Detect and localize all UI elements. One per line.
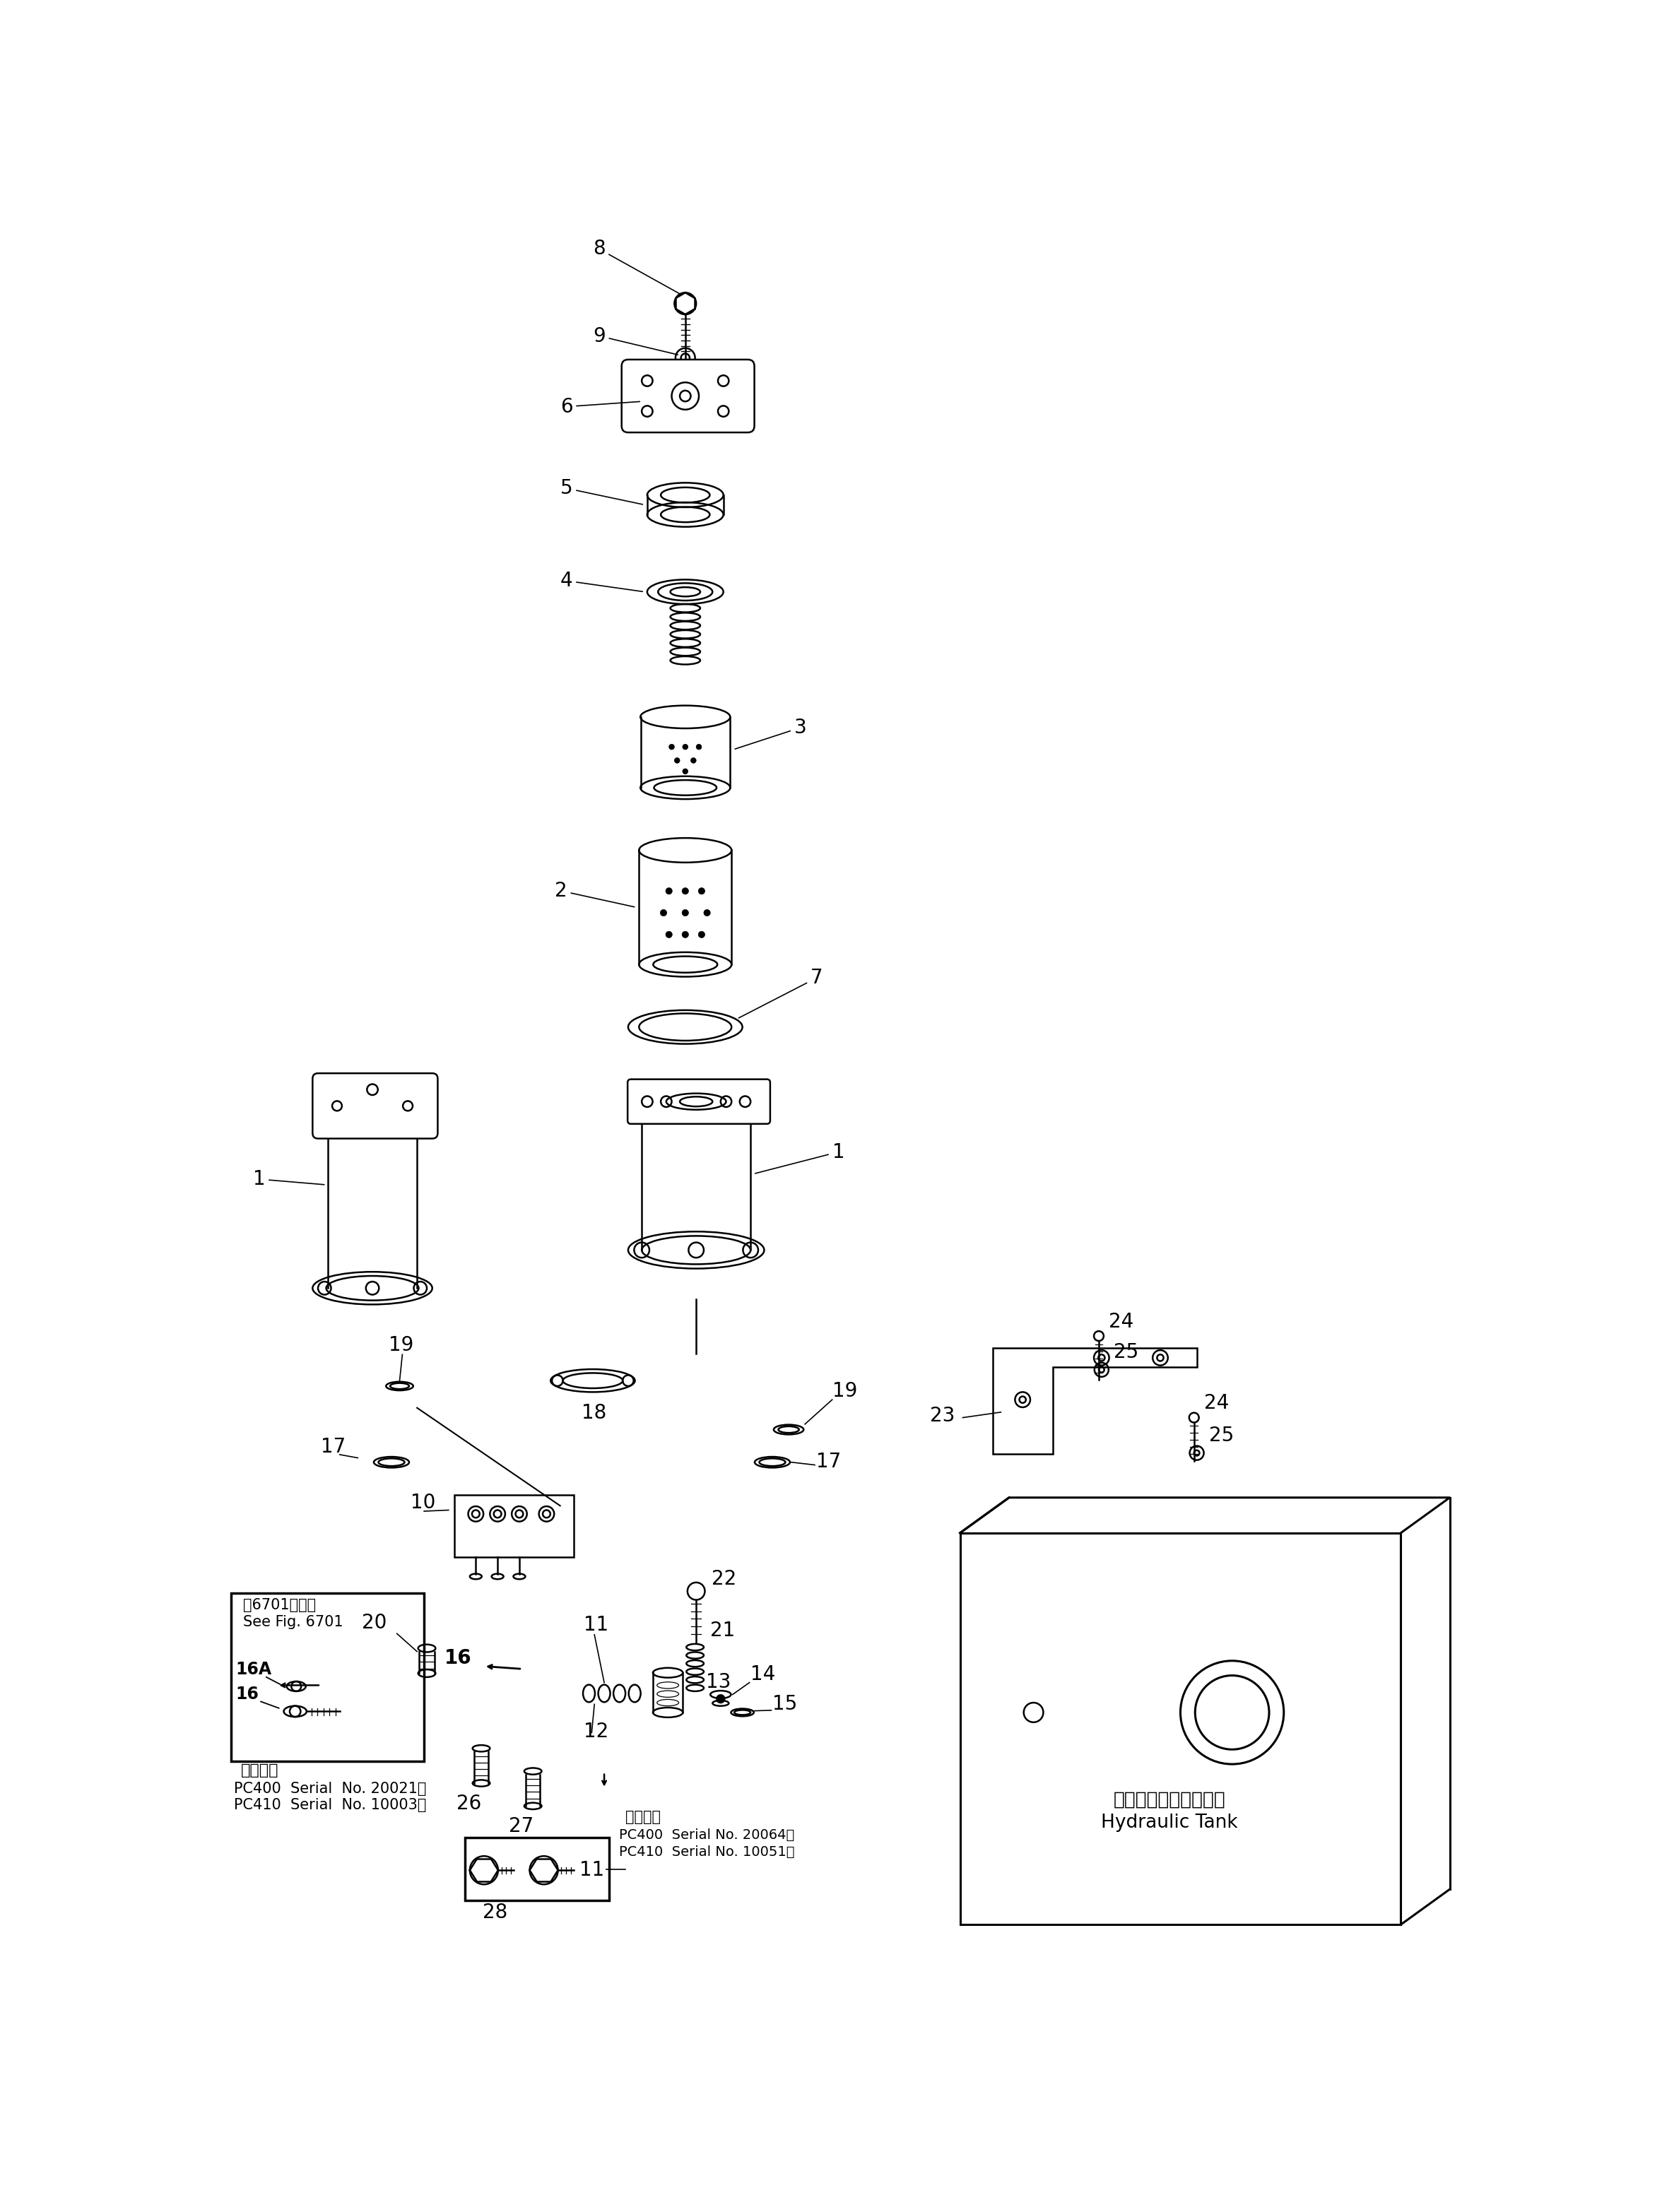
Text: PC410  Serial No. 10051～: PC410 Serial No. 10051～ [618, 1845, 794, 1858]
Text: 26: 26 [457, 1794, 482, 1814]
Text: 1: 1 [253, 1170, 324, 1190]
Text: 19: 19 [389, 1336, 414, 1356]
Text: 7: 7 [738, 969, 823, 1018]
FancyBboxPatch shape [628, 1079, 770, 1124]
Text: PC400  Serial No. 20064～: PC400 Serial No. 20064～ [618, 1829, 794, 1843]
Circle shape [660, 909, 666, 916]
Circle shape [703, 909, 710, 916]
Text: 24: 24 [1109, 1312, 1133, 1332]
Text: 23: 23 [931, 1407, 956, 1427]
Text: 2: 2 [555, 880, 635, 907]
Text: 15: 15 [773, 1694, 798, 1714]
Bar [231, 1593, 424, 1761]
Text: 24: 24 [1203, 1394, 1228, 1413]
Circle shape [666, 887, 671, 894]
Text: See Fig. 6701: See Fig. 6701 [243, 1615, 342, 1630]
Text: 6: 6 [560, 396, 640, 416]
Text: 12: 12 [583, 1721, 608, 1741]
Circle shape [681, 909, 688, 916]
Text: 22: 22 [711, 1568, 736, 1588]
Text: 20: 20 [362, 1613, 387, 1632]
Circle shape [683, 743, 688, 750]
Text: 8: 8 [593, 239, 681, 294]
Circle shape [681, 931, 688, 938]
Text: 21: 21 [710, 1621, 735, 1641]
FancyBboxPatch shape [312, 1073, 437, 1139]
Text: 1: 1 [755, 1141, 844, 1172]
Text: 適用号機: 適用号機 [241, 1763, 279, 1778]
Text: 13: 13 [706, 1672, 731, 1692]
Circle shape [681, 887, 688, 894]
Circle shape [698, 887, 705, 894]
Text: 27: 27 [509, 1816, 534, 1836]
Text: 19: 19 [833, 1382, 858, 1400]
Text: 9: 9 [593, 325, 678, 354]
Text: 5: 5 [560, 478, 643, 504]
Text: PC410  Serial  No. 10003～: PC410 Serial No. 10003～ [234, 1798, 425, 1812]
Text: 16A: 16A [236, 1661, 271, 1679]
Text: 4: 4 [560, 571, 643, 591]
Text: 18: 18 [582, 1402, 607, 1422]
Circle shape [668, 743, 675, 750]
Circle shape [675, 759, 680, 763]
Bar [961, 1533, 1401, 1924]
Text: 10: 10 [411, 1493, 435, 1513]
Text: 17: 17 [816, 1451, 841, 1471]
Text: Hydraulic Tank: Hydraulic Tank [1102, 1814, 1238, 1832]
Circle shape [691, 759, 696, 763]
Circle shape [683, 768, 688, 774]
Text: 16: 16 [445, 1648, 472, 1668]
Text: 3: 3 [735, 717, 806, 750]
Text: 11: 11 [578, 1860, 603, 1880]
Text: 14: 14 [751, 1663, 776, 1683]
Text: 17: 17 [321, 1438, 346, 1458]
Text: PC400  Serial  No. 20021～: PC400 Serial No. 20021～ [234, 1781, 425, 1796]
Circle shape [696, 743, 701, 750]
Text: 25: 25 [1114, 1343, 1138, 1363]
Circle shape [666, 931, 671, 938]
Text: 16: 16 [236, 1686, 259, 1703]
Text: ハイドロリックタンク: ハイドロリックタンク [1114, 1792, 1225, 1809]
Circle shape [698, 931, 705, 938]
Text: 25: 25 [1208, 1425, 1233, 1444]
Text: 28: 28 [482, 1902, 507, 1922]
Circle shape [716, 1694, 725, 1703]
FancyBboxPatch shape [622, 361, 755, 431]
Text: 11: 11 [583, 1615, 608, 1635]
Text: 適用号機: 適用号機 [625, 1809, 661, 1825]
Text: 第6701図参照: 第6701図参照 [243, 1597, 316, 1613]
Bar [465, 1838, 608, 1900]
